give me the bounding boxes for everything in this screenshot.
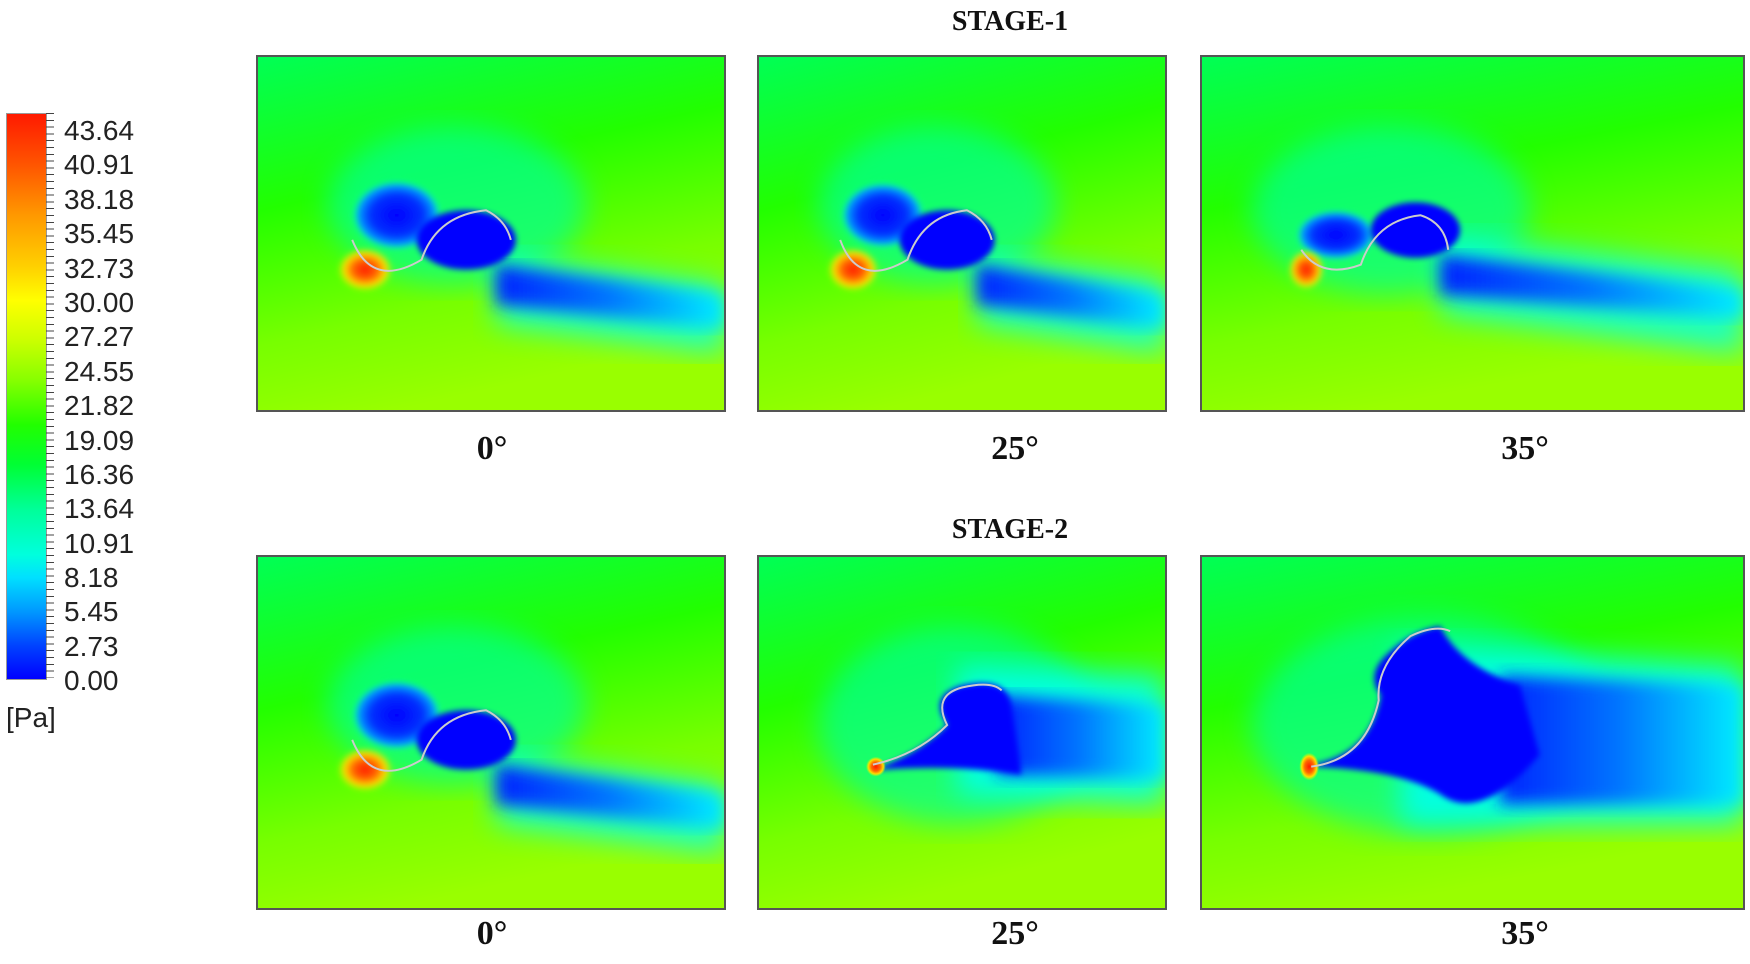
angle-label-stage1-25: 25°	[991, 430, 1039, 467]
stage-1-title: STAGE-1	[951, 6, 1069, 37]
angle-label-stage1-35: 35°	[1501, 430, 1549, 467]
stage-2-title: STAGE-2	[951, 514, 1069, 545]
angle-label-stage2-35: 35°	[1501, 915, 1549, 952]
colorbar-tick-label: 24.55	[64, 355, 135, 387]
colorbar-tick-label: 2.73	[64, 630, 119, 662]
colorbar-tick-label: 38.18	[64, 183, 135, 215]
contour-panel-stage2-0deg	[256, 555, 726, 910]
colorbar-tick-label: 19.09	[64, 424, 135, 456]
colorbar-tick-label: 21.82	[64, 390, 135, 422]
angle-label-stage2-25: 25°	[991, 915, 1039, 952]
colorbar-tick-label: 40.91	[64, 149, 135, 181]
colorbar	[6, 113, 47, 680]
colorbar-labels: 43.64 40.91 38.18 35.45 32.73 30.00 27.2…	[64, 114, 134, 699]
colorbar-unit: [Pa]	[6, 702, 56, 733]
contour-panel-stage2-25deg	[757, 555, 1167, 910]
contour-panel-stage1-0deg	[256, 55, 726, 412]
colorbar-tick-label: 0.00	[64, 665, 119, 697]
angle-label-stage1-0: 0°	[476, 430, 508, 467]
colorbar-ticks	[46, 113, 54, 678]
colorbar-tick-label: 8.18	[64, 562, 119, 594]
colorbar-tick-label: 35.45	[64, 218, 135, 250]
colorbar-tick-label: 30.00	[64, 286, 135, 318]
colorbar-tick-label: 10.91	[64, 527, 135, 559]
colorbar-tick-label: 16.36	[64, 458, 135, 490]
contour-panel-stage1-25deg	[757, 55, 1167, 412]
contour-panel-stage1-35deg	[1200, 55, 1745, 412]
angle-label-stage2-0: 0°	[476, 915, 508, 952]
colorbar-tick-label: 32.73	[64, 252, 135, 284]
colorbar-tick-label: 27.27	[64, 321, 135, 353]
colorbar-tick-label: 5.45	[64, 596, 119, 628]
colorbar-tick-label: 13.64	[64, 493, 135, 525]
colorbar-tick-label: 43.64	[64, 115, 135, 146]
contour-panel-stage2-35deg	[1200, 555, 1745, 910]
